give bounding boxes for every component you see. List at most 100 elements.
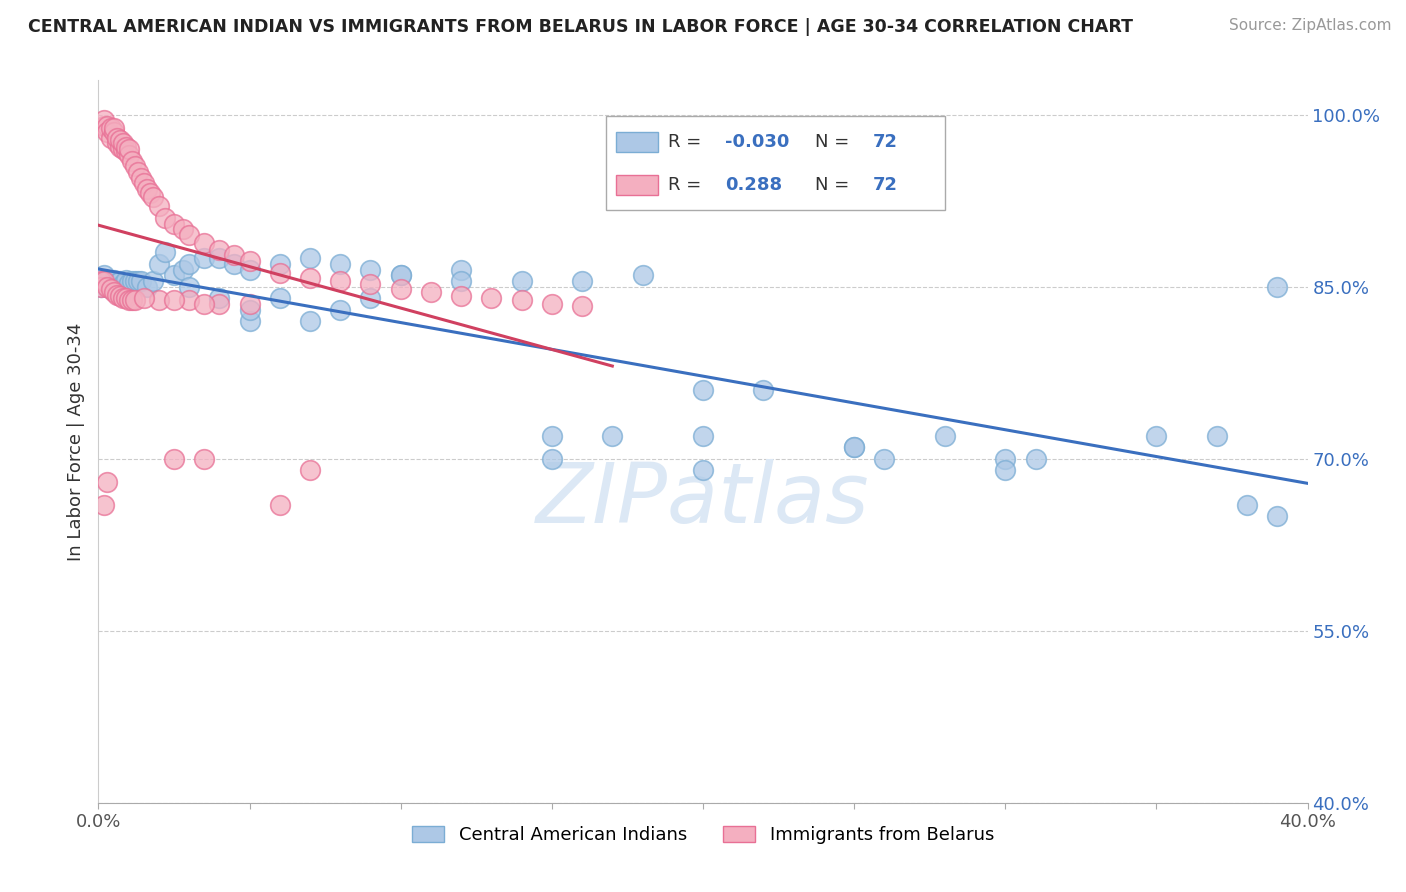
Point bbox=[1144, 429, 1167, 443]
FancyBboxPatch shape bbox=[606, 117, 945, 211]
Point bbox=[135, 279, 157, 293]
Point bbox=[90, 274, 112, 288]
Point bbox=[172, 222, 194, 236]
Point bbox=[631, 268, 654, 283]
Point bbox=[121, 293, 143, 308]
Point bbox=[135, 182, 157, 196]
Point bbox=[118, 282, 141, 296]
Point bbox=[994, 463, 1017, 477]
Point bbox=[127, 274, 149, 288]
Point bbox=[208, 243, 231, 257]
Text: CENTRAL AMERICAN INDIAN VS IMMIGRANTS FROM BELARUS IN LABOR FORCE | AGE 30-34 CO: CENTRAL AMERICAN INDIAN VS IMMIGRANTS FR… bbox=[28, 18, 1133, 36]
Text: R =: R = bbox=[668, 176, 707, 194]
Point bbox=[299, 270, 322, 285]
Point bbox=[224, 257, 246, 271]
Point bbox=[163, 268, 186, 283]
Point bbox=[360, 277, 382, 292]
Point bbox=[132, 291, 155, 305]
Point bbox=[269, 266, 291, 280]
Point bbox=[239, 262, 262, 277]
Point bbox=[224, 247, 246, 261]
Point bbox=[103, 273, 125, 287]
Point bbox=[450, 274, 472, 288]
Point bbox=[153, 245, 176, 260]
Bar bbox=[616, 175, 658, 195]
Point bbox=[108, 289, 131, 303]
Point bbox=[114, 291, 136, 305]
Point bbox=[129, 274, 152, 288]
Point bbox=[118, 148, 141, 162]
Point bbox=[132, 177, 155, 191]
Point bbox=[179, 257, 201, 271]
Point bbox=[148, 199, 170, 213]
Point bbox=[108, 140, 131, 154]
Point bbox=[450, 262, 472, 277]
Point bbox=[163, 217, 186, 231]
Point bbox=[90, 279, 112, 293]
Text: 72: 72 bbox=[872, 176, 897, 194]
Text: R =: R = bbox=[668, 133, 707, 151]
Point bbox=[450, 289, 472, 303]
Point bbox=[540, 297, 562, 311]
Point bbox=[124, 159, 146, 173]
Point bbox=[239, 302, 262, 317]
Point bbox=[571, 299, 593, 313]
Point bbox=[96, 475, 118, 489]
Point bbox=[100, 282, 122, 296]
Point bbox=[90, 279, 112, 293]
Point bbox=[121, 153, 143, 168]
Point bbox=[111, 142, 134, 156]
Text: 72: 72 bbox=[872, 133, 897, 151]
Point bbox=[360, 262, 382, 277]
Point bbox=[93, 274, 115, 288]
Point bbox=[96, 125, 118, 139]
Point bbox=[540, 429, 562, 443]
Text: 0.288: 0.288 bbox=[724, 176, 782, 194]
Bar bbox=[616, 132, 658, 152]
Point bbox=[193, 236, 215, 251]
Point bbox=[121, 274, 143, 288]
Point bbox=[163, 293, 186, 308]
Point bbox=[108, 279, 131, 293]
Point bbox=[105, 136, 128, 151]
Point bbox=[105, 282, 128, 296]
Point bbox=[93, 498, 115, 512]
Point bbox=[118, 293, 141, 308]
Point bbox=[269, 257, 291, 271]
Point bbox=[269, 498, 291, 512]
Point bbox=[1206, 429, 1229, 443]
Point bbox=[994, 451, 1017, 466]
Point bbox=[389, 268, 412, 283]
Point bbox=[844, 440, 866, 454]
Text: Source: ZipAtlas.com: Source: ZipAtlas.com bbox=[1229, 18, 1392, 33]
Point bbox=[329, 257, 352, 271]
Point bbox=[179, 279, 201, 293]
Text: ZIPatlas: ZIPatlas bbox=[536, 458, 870, 540]
Point bbox=[100, 121, 122, 136]
Point bbox=[100, 282, 122, 296]
Point bbox=[118, 277, 141, 291]
Point bbox=[93, 268, 115, 283]
Point bbox=[114, 279, 136, 293]
Point bbox=[96, 119, 118, 133]
Point bbox=[389, 282, 412, 296]
Point bbox=[239, 254, 262, 268]
Point bbox=[692, 383, 714, 397]
Point bbox=[389, 268, 412, 283]
Point bbox=[139, 186, 162, 200]
Point bbox=[114, 273, 136, 287]
Point bbox=[163, 451, 186, 466]
Point bbox=[148, 293, 170, 308]
Point bbox=[510, 274, 533, 288]
Point bbox=[111, 277, 134, 292]
Point bbox=[299, 251, 322, 265]
Point bbox=[179, 228, 201, 243]
Point bbox=[193, 297, 215, 311]
Point bbox=[124, 274, 146, 288]
Point bbox=[96, 279, 118, 293]
Point bbox=[360, 291, 382, 305]
Point bbox=[129, 170, 152, 185]
Legend: Central American Indians, Immigrants from Belarus: Central American Indians, Immigrants fro… bbox=[412, 826, 994, 845]
Point bbox=[105, 130, 128, 145]
Point bbox=[208, 297, 231, 311]
